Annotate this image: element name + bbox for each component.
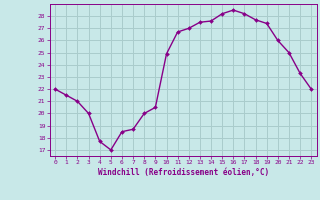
X-axis label: Windchill (Refroidissement éolien,°C): Windchill (Refroidissement éolien,°C) <box>98 168 269 177</box>
